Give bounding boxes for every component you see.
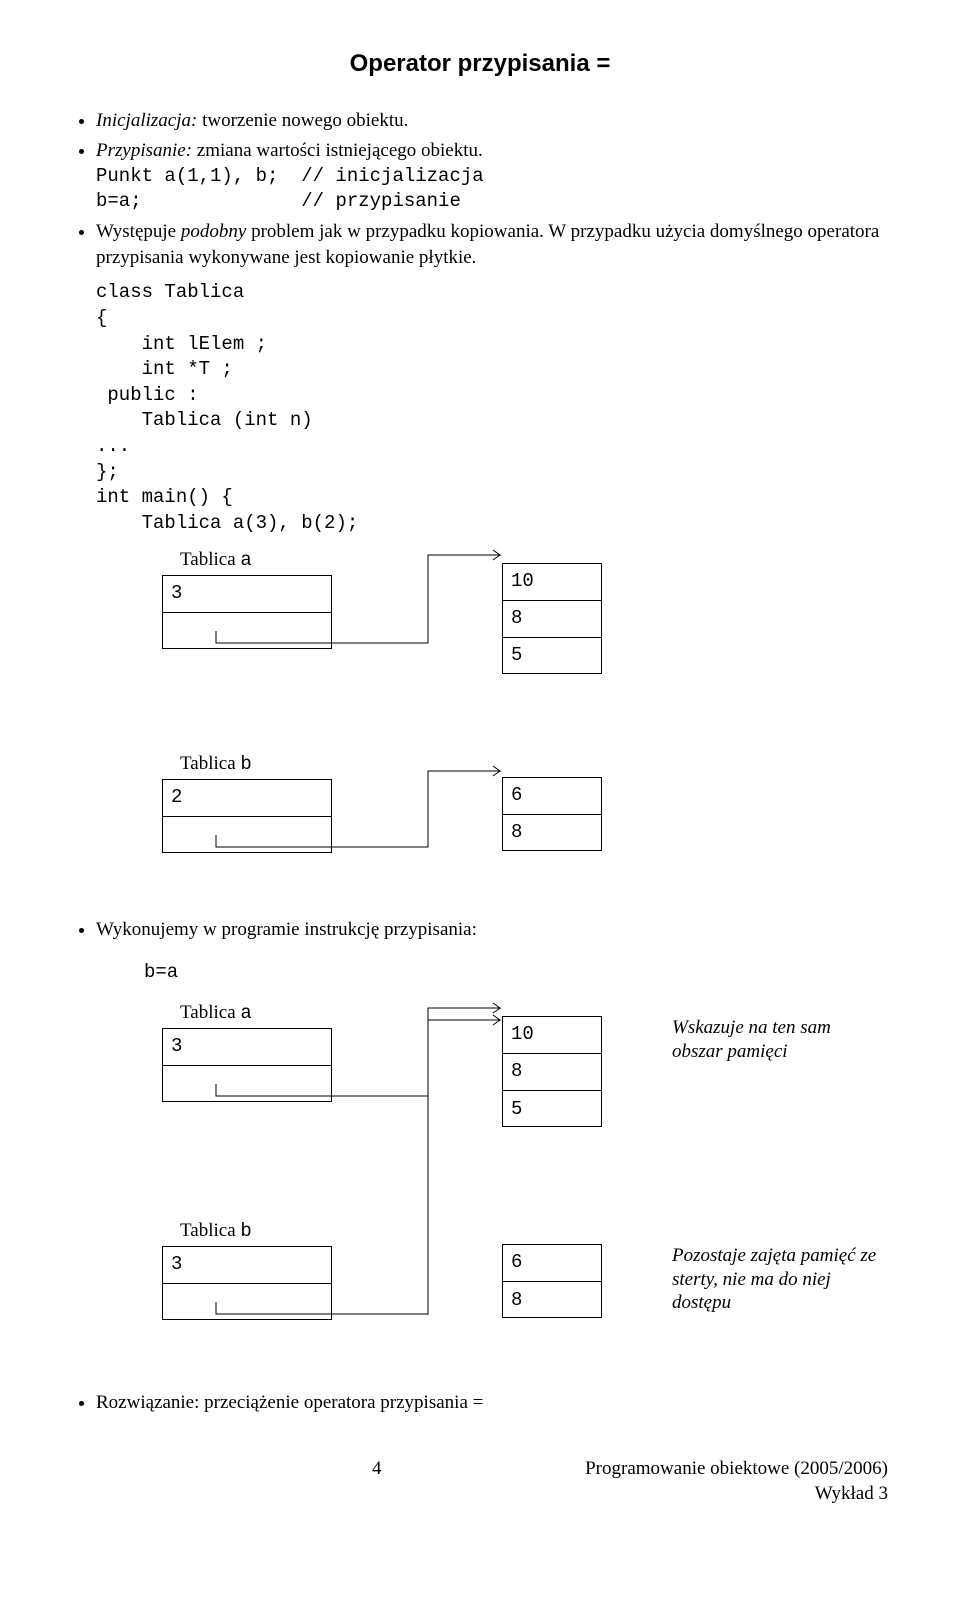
intro-item-init: Inicjalizacja: tworzenie nowego obiektu. xyxy=(96,108,888,134)
code-line: class Tablica xyxy=(96,280,888,306)
label-tablica-a: Tablica a xyxy=(180,1000,252,1027)
init-desc: tworzenie nowego obiektu. xyxy=(197,110,408,131)
page-title: Operator przypisania = xyxy=(72,48,888,80)
code-line: int main() { xyxy=(96,485,888,511)
array-b-cell: 8 xyxy=(503,815,601,852)
array-a: 1085 xyxy=(502,563,602,674)
box-b-cell: 3 xyxy=(163,1247,331,1284)
assign-term: Przypisanie: xyxy=(96,140,192,161)
solution-list: Rozwiązanie: przeciążenie operatora przy… xyxy=(72,1390,888,1416)
footer-course: Programowanie obiektowe (2005/2006) xyxy=(585,1458,888,1479)
code-line: ... xyxy=(96,434,888,460)
label-tablica-b: Tablica b xyxy=(180,751,252,778)
box-a-cell: 3 xyxy=(163,576,331,613)
footer-right: Programowanie obiektowe (2005/2006) Wykł… xyxy=(585,1456,888,1507)
array-a-cell: 8 xyxy=(503,601,601,638)
array-b-cell: 8 xyxy=(503,1282,601,1319)
box-b: 3 xyxy=(162,1246,332,1320)
code-line: public : xyxy=(96,383,888,409)
box-b-cell xyxy=(163,817,331,854)
array-b-cell: 6 xyxy=(503,1245,601,1282)
page-footer: 4 Programowanie obiektowe (2005/2006) Wy… xyxy=(72,1456,888,1507)
box-a: 3 xyxy=(162,1028,332,1102)
code-line: { xyxy=(96,306,888,332)
exec-list: Wykonujemy w programie instrukcję przypi… xyxy=(72,917,888,943)
array-b-cell: 6 xyxy=(503,778,601,815)
array-a-cell: 10 xyxy=(503,564,601,601)
array-b: 68 xyxy=(502,777,602,851)
code-line: Tablica (int n) xyxy=(96,408,888,434)
assign-desc: zmiana wartości istniejącego obiektu. xyxy=(192,140,483,161)
exec-item: Wykonujemy w programie instrukcję przypi… xyxy=(96,917,888,943)
box-b: 2 xyxy=(162,779,332,853)
diagram-after: Tablica a31085Tablica b368Wskazuje na te… xyxy=(162,1000,882,1370)
array-a: 1085 xyxy=(502,1016,602,1127)
box-a-cell xyxy=(163,613,331,650)
array-a-cell: 5 xyxy=(503,638,601,675)
intro-item-assign: Przypisanie: zmiana wartości istniejąceg… xyxy=(96,138,888,215)
box-b-cell xyxy=(163,1284,331,1321)
annotation-leaked-memory: Pozostaje zajęta pamięć ze sterty, nie m… xyxy=(672,1244,892,1315)
code-punkt: Punkt a(1,1), b; // inicjalizacja xyxy=(96,164,888,190)
code-line: }; xyxy=(96,460,888,486)
code-line: int lElem ; xyxy=(96,332,888,358)
code-ba: b=a; // przypisanie xyxy=(96,189,888,215)
code-line: Tablica a(3), b(2); xyxy=(96,511,888,537)
box-a-cell: 3 xyxy=(163,1029,331,1066)
class-code-block: class Tablica{ int lElem ; int *T ; publ… xyxy=(96,280,888,536)
stmt-ba: b=a xyxy=(144,960,888,986)
prob-b: podobny xyxy=(181,221,246,242)
array-b: 68 xyxy=(502,1244,602,1318)
array-a-cell: 8 xyxy=(503,1054,601,1091)
init-term: Inicjalizacja: xyxy=(96,110,197,131)
intro-list-1: Inicjalizacja: tworzenie nowego obiektu.… xyxy=(72,108,888,270)
box-b-cell: 2 xyxy=(163,780,331,817)
label-tablica-a: Tablica a xyxy=(180,547,252,574)
solution-item: Rozwiązanie: przeciążenie operatora przy… xyxy=(96,1390,888,1416)
prob-a: Występuje xyxy=(96,221,181,242)
box-a: 3 xyxy=(162,575,332,649)
array-a-cell: 5 xyxy=(503,1091,601,1128)
array-a-cell: 10 xyxy=(503,1017,601,1054)
diagram-before: Tablica a31085Tablica b268 xyxy=(162,547,882,897)
intro-item-problem: Występuje podobny problem jak w przypadk… xyxy=(96,219,888,270)
footer-lecture: Wykład 3 xyxy=(815,1483,888,1504)
label-tablica-b: Tablica b xyxy=(180,1218,252,1245)
page-number: 4 xyxy=(372,1456,382,1507)
code-line: int *T ; xyxy=(96,357,888,383)
annotation-same-memory: Wskazuje na ten sam obszar pamięci xyxy=(672,1016,872,1064)
box-a-cell xyxy=(163,1066,331,1103)
